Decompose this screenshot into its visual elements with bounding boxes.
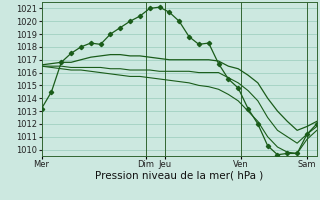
X-axis label: Pression niveau de la mer( hPa ): Pression niveau de la mer( hPa ): [95, 171, 263, 181]
